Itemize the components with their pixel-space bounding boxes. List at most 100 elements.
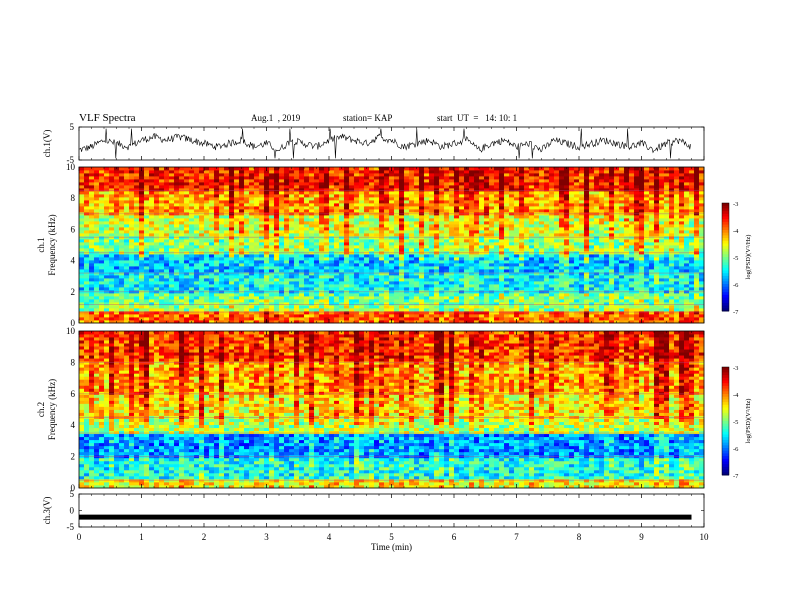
spectrogram-cell	[364, 281, 370, 285]
spectrogram-cell	[644, 248, 650, 252]
spectrogram-cell	[589, 275, 595, 279]
spectrogram-cell	[664, 275, 670, 279]
spectrogram-cell	[449, 239, 455, 243]
spectrogram-cell	[314, 314, 320, 318]
spectrogram-cell	[119, 260, 125, 264]
spectrogram-cell	[164, 209, 170, 213]
spectrogram-cell	[669, 266, 675, 270]
spectrogram-cell	[264, 248, 270, 252]
spectrogram-cell	[199, 302, 205, 306]
spectrogram-cell	[109, 254, 115, 258]
spectrogram-cell	[469, 284, 475, 288]
spectrogram-cell	[169, 263, 175, 267]
spectrogram-cell	[599, 281, 605, 285]
spectrogram-cell	[389, 215, 395, 219]
spectrogram-cell	[359, 305, 365, 309]
spectrogram-cell	[664, 284, 670, 288]
spectrogram-cell	[344, 260, 350, 264]
spectrogram-cell	[699, 284, 705, 288]
spectrogram-cell	[114, 287, 120, 291]
spectrogram-cell	[184, 260, 190, 264]
spectrogram-cell	[354, 245, 360, 249]
spectrogram-cell	[379, 242, 385, 246]
spectrogram-cell	[689, 317, 695, 321]
spectrogram-cell	[509, 305, 515, 309]
spectrogram-cell	[279, 260, 285, 264]
spectrogram-cell	[354, 242, 360, 246]
spectrogram-cell	[169, 281, 175, 285]
spectrogram-cell	[494, 260, 500, 264]
spectrogram-cell	[154, 284, 160, 288]
spectrogram-cell	[479, 281, 485, 285]
spectrogram-cell	[124, 230, 130, 234]
spectrogram-cell	[374, 233, 380, 237]
spectrogram-cell	[654, 308, 660, 312]
spectrogram-cell	[649, 227, 655, 231]
spectrogram-cell	[124, 305, 130, 309]
spectrogram-cell	[254, 242, 260, 246]
spectrogram-cell	[329, 248, 335, 252]
spectrogram-cell	[334, 281, 340, 285]
spectrogram-cell	[664, 218, 670, 222]
spectrogram-cell	[419, 242, 425, 246]
spectrogram-cell	[454, 227, 460, 231]
spectrogram-cell	[119, 209, 125, 213]
spectrogram-cell	[519, 302, 525, 306]
spectrogram-cell	[329, 263, 335, 267]
spectrogram-cell	[499, 263, 505, 267]
spectrogram-cell	[89, 317, 95, 321]
spectrogram-cell	[259, 215, 265, 219]
spectrogram-cell	[549, 242, 555, 246]
spectrogram-cell	[259, 308, 265, 312]
spectrogram-cell	[464, 233, 470, 237]
spectrogram-cell	[614, 224, 620, 228]
spectrogram-cell	[129, 218, 135, 222]
spectrogram-cell	[414, 266, 420, 270]
spectrogram-cell	[319, 275, 325, 279]
spectrogram-cell	[259, 293, 265, 297]
spectrogram-cell	[219, 320, 225, 324]
spectrogram-cell	[694, 302, 700, 306]
spectrogram-cell	[569, 287, 575, 291]
spectrogram-cell	[159, 245, 165, 249]
spectrogram-cell	[234, 263, 240, 267]
spectrogram-cell	[239, 275, 245, 279]
spectrogram-cell	[249, 269, 255, 273]
spectrogram-cell	[179, 305, 185, 309]
spectrogram-cell	[169, 218, 175, 222]
spectrogram-cell	[649, 230, 655, 234]
spectrogram-cell	[139, 308, 145, 312]
spectrogram-cell	[254, 293, 260, 297]
spectrogram-cell	[119, 272, 125, 276]
spectrogram-cell	[129, 209, 135, 213]
spectrogram-cell	[604, 215, 610, 219]
spectrogram-cell	[94, 245, 100, 249]
spectrogram-cell	[159, 317, 165, 321]
spectrogram-cell	[134, 257, 140, 261]
spectrogram-cell	[344, 287, 350, 291]
spectrogram-cell	[444, 320, 450, 324]
spectrogram-cell	[169, 278, 175, 282]
spectrogram-cell	[389, 272, 395, 276]
spectrogram-cell	[344, 296, 350, 300]
spectrogram-cell	[229, 248, 235, 252]
spectrogram-cell	[114, 245, 120, 249]
spectrogram-cell	[529, 296, 535, 300]
spectrogram-cell	[409, 293, 415, 297]
spectrogram-cell	[289, 260, 295, 264]
spectrogram-cell	[284, 302, 290, 306]
spectrogram-cell	[119, 314, 125, 318]
spectrogram-cell	[99, 293, 105, 297]
spectrogram-cell	[344, 311, 350, 315]
spectrogram-cell	[234, 230, 240, 234]
spectrogram-cell	[129, 242, 135, 246]
spectrogram-cell	[249, 224, 255, 228]
spectrogram-cell	[379, 284, 385, 288]
spectrogram-cell	[659, 266, 665, 270]
spectrogram-cell	[229, 278, 235, 282]
spectrogram-cell	[369, 254, 375, 258]
spectrogram-cell	[389, 287, 395, 291]
spectrogram-cell	[524, 272, 530, 276]
spectrogram-cell	[484, 248, 490, 252]
spectrogram-cell	[439, 227, 445, 231]
